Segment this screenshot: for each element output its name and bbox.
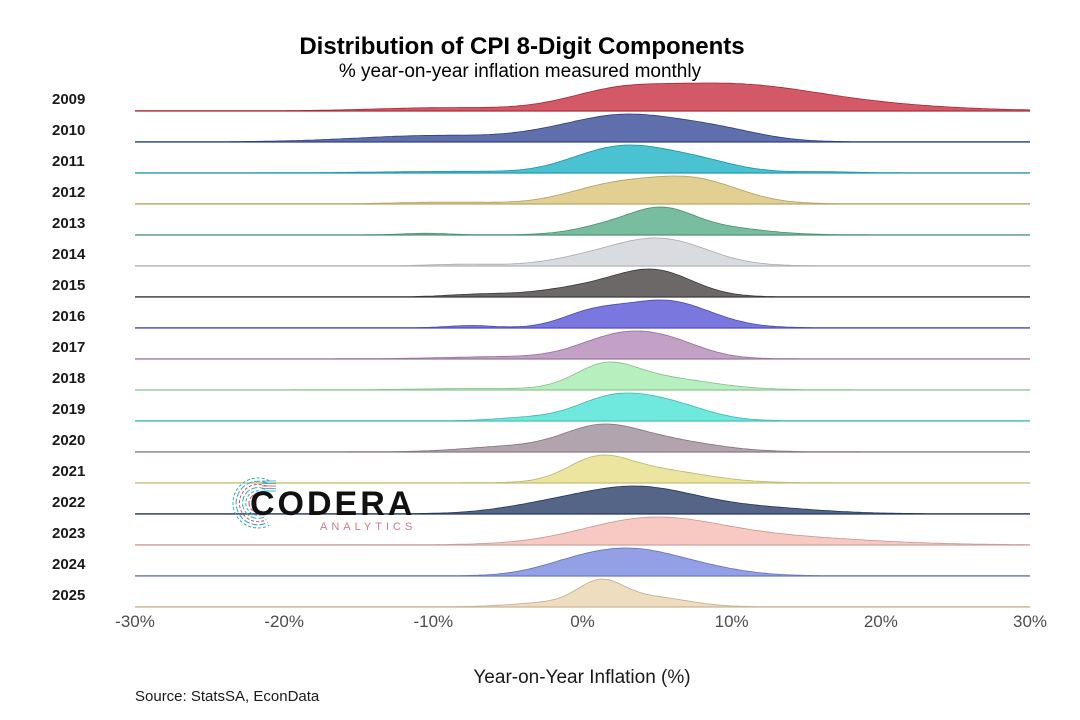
year-label-2014: 2014 — [52, 246, 86, 263]
ridge-area-2013 — [135, 207, 1030, 235]
year-label-2013: 2013 — [52, 215, 85, 232]
x-tick-labels: -30% -20% -10% 0% 10% 20% 30% — [115, 612, 1047, 631]
ridges — [135, 82, 1031, 608]
x-tick-label: 30% — [1013, 612, 1047, 631]
year-label-2022: 2022 — [52, 494, 85, 511]
ridge-area-2009 — [135, 83, 1030, 111]
ridge-area-2022 — [135, 486, 1030, 514]
year-label-2018: 2018 — [52, 370, 85, 387]
ridge-area-2021 — [135, 455, 1030, 483]
logo-arc — [232, 477, 270, 529]
year-label-2024: 2024 — [52, 556, 86, 573]
x-axis-label: Year-on-Year Inflation (%) — [473, 667, 690, 688]
year-label-2023: 2023 — [52, 525, 85, 542]
ridge-area-2019 — [135, 393, 1030, 421]
chart-title: Distribution of CPI 8-Digit Components — [299, 33, 744, 60]
ridge-area-2014 — [135, 238, 1030, 266]
logo-arc — [248, 493, 263, 513]
year-label-2020: 2020 — [52, 432, 85, 449]
year-label-2021: 2021 — [52, 463, 85, 480]
ridge-area-2024 — [135, 548, 1030, 576]
logo-tagline: ANALYTICS — [320, 521, 416, 533]
logo-arc — [245, 490, 264, 516]
x-tick-label: -20% — [264, 612, 304, 631]
codera-mark-icon — [232, 477, 276, 529]
codera-logo: CODERA ANALYTICS — [232, 477, 416, 533]
year-label-2016: 2016 — [52, 308, 85, 325]
year-label-2010: 2010 — [52, 122, 85, 139]
chart-subtitle: % year-on-year inflation measured monthl… — [339, 61, 702, 82]
ridge-area-2010 — [135, 114, 1030, 142]
year-labels: 2009 2010 2011 2012 2013 2014 2015 2016 2017 2018… — [52, 91, 86, 604]
ridge-area-2020 — [135, 424, 1030, 452]
x-tick-label: 0% — [570, 612, 595, 631]
year-label-2019: 2019 — [52, 401, 85, 418]
source-note: Source: StatsSA, EconData — [135, 688, 320, 705]
logo-arc — [242, 487, 266, 519]
year-label-2009: 2009 — [52, 91, 85, 108]
year-label-2012: 2012 — [52, 184, 85, 201]
logo-wordmark: CODERA — [250, 485, 415, 523]
year-label-2025: 2025 — [52, 587, 85, 604]
x-tick-label: -10% — [413, 612, 453, 631]
ridge-area-2015 — [135, 269, 1030, 297]
year-label-2015: 2015 — [52, 277, 85, 294]
ridge-area-2016 — [135, 300, 1030, 328]
x-tick-label: 20% — [864, 612, 898, 631]
x-tick-label: 10% — [715, 612, 749, 631]
year-label-2011: 2011 — [52, 153, 85, 170]
ridge-area-2012 — [135, 176, 1030, 204]
x-tick-label: -30% — [115, 612, 155, 631]
ridge-area-2025 — [135, 579, 1030, 607]
logo-arc — [235, 480, 269, 526]
ridge-area-2017 — [135, 331, 1030, 359]
year-label-2017: 2017 — [52, 339, 85, 356]
ridge-area-2011 — [135, 145, 1030, 173]
ridge-area-2023 — [135, 517, 1030, 545]
logo-arc — [238, 483, 267, 523]
ridge-area-2018 — [135, 362, 1030, 390]
